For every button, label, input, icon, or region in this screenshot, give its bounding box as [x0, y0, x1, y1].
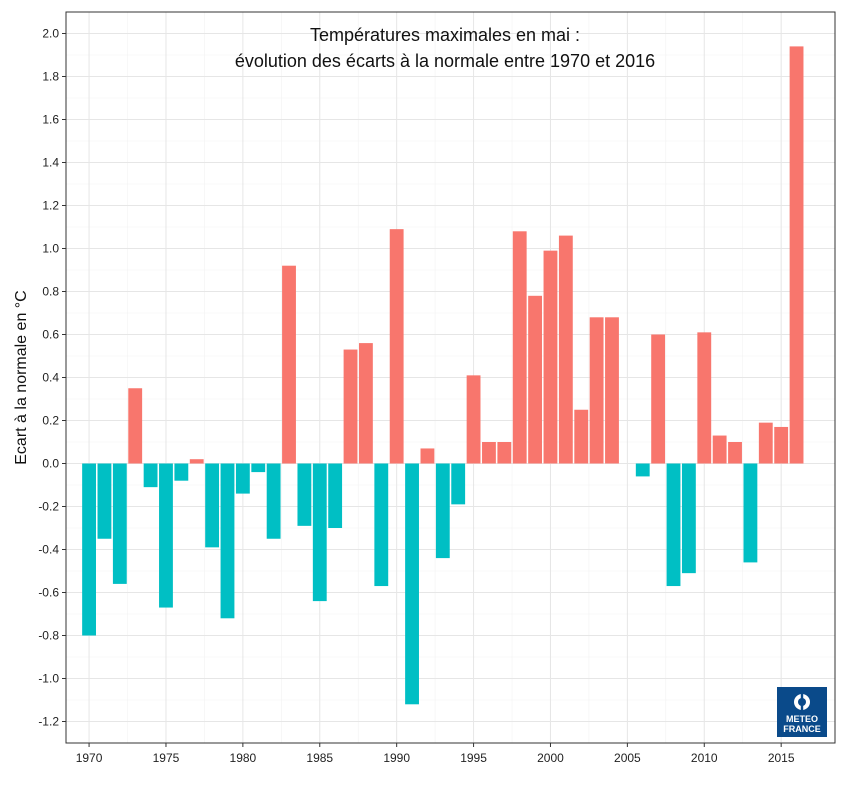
y-tick-label: 0.0	[42, 457, 59, 471]
bar-2016	[789, 46, 804, 464]
logo-text-line-2: FRANCE	[783, 724, 821, 734]
bar-1970	[82, 463, 96, 636]
bar-2001	[558, 235, 573, 464]
y-tick-label: 1.6	[42, 113, 59, 127]
bar-2002	[574, 409, 589, 464]
bar-2003	[589, 317, 604, 464]
x-tick-label: 2010	[691, 751, 718, 765]
bar-2007	[651, 334, 666, 464]
x-tick-label: 2000	[537, 751, 564, 765]
y-tick-label: 1.4	[42, 156, 59, 170]
bar-1974	[143, 463, 158, 488]
y-tick-label: -0.4	[38, 543, 59, 557]
bar-1980	[235, 463, 250, 494]
bar-1978	[205, 463, 220, 548]
bar-2009	[681, 463, 696, 574]
bar-2015	[774, 426, 789, 464]
bar-1998	[512, 231, 527, 464]
bar-1987	[343, 349, 358, 464]
bar-1981	[251, 463, 266, 473]
y-tick-label: -0.8	[38, 629, 59, 643]
y-tick-label: 0.8	[42, 285, 59, 299]
bar-2010	[697, 332, 712, 464]
bar-1976	[174, 463, 189, 481]
bar-1992	[420, 448, 435, 464]
y-tick-label: -1.2	[38, 715, 59, 729]
logo-text-line-1: METEO	[786, 714, 818, 724]
y-tick-label: 0.6	[42, 328, 59, 342]
bar-2013	[743, 463, 758, 563]
bar-2000	[543, 250, 558, 464]
bar-1994	[451, 463, 466, 505]
bar-2006	[635, 463, 650, 477]
y-tick-label: 2.0	[42, 27, 59, 41]
x-tick-label: 1980	[230, 751, 257, 765]
bar-1971	[97, 463, 112, 539]
bar-2004	[605, 317, 619, 464]
x-tick-label: 1970	[76, 751, 103, 765]
bar-2011	[712, 435, 727, 464]
bar-1984	[297, 463, 312, 526]
bar-1972	[112, 463, 127, 584]
x-tick-label: 1985	[306, 751, 333, 765]
chart-title: Températures maximales en mai : évolutio…	[235, 25, 655, 71]
bar-1996	[482, 442, 496, 464]
bar-1985	[312, 463, 327, 602]
bar-1973	[128, 388, 143, 464]
bar-1991	[405, 463, 419, 705]
bar-1979	[220, 463, 235, 619]
logo-emblem-icon	[794, 694, 810, 710]
y-tick-label: 1.8	[42, 70, 59, 84]
x-tick-label: 2015	[768, 751, 795, 765]
meteo-france-logo: METEO FRANCE	[777, 687, 827, 737]
chart-title-line-2: évolution des écarts à la normale entre …	[235, 51, 655, 71]
bar-1990	[389, 229, 404, 464]
bar-1988	[358, 343, 373, 464]
bar-1989	[374, 463, 389, 587]
x-tick-label: 1995	[460, 751, 487, 765]
bar-2014	[758, 422, 773, 464]
bar-1977	[189, 459, 204, 464]
y-tick-label: 1.0	[42, 242, 59, 256]
y-tick-label: -0.2	[38, 500, 59, 514]
x-tick-label: 1975	[153, 751, 180, 765]
bar-2008	[666, 463, 681, 587]
bar-1993	[435, 463, 450, 559]
bar-2012	[728, 442, 742, 464]
y-tick-label: -1.0	[38, 672, 59, 686]
bar-1983	[282, 265, 296, 464]
bar-1975	[159, 463, 173, 608]
bar-1986	[328, 463, 343, 528]
axes-group: -1.2 -1.0 -0.8 -0.6 -0.4 -0.2 0.0 0.2 0.4 0.6 0.8 1…	[38, 11, 836, 765]
bar-1995	[466, 375, 481, 464]
chart-title-line-1: Températures maximales en mai :	[310, 25, 580, 45]
y-tick-label: 0.2	[42, 414, 59, 428]
y-tick-label: 0.4	[42, 371, 59, 385]
x-tick-label: 1990	[383, 751, 410, 765]
bar-1999	[528, 295, 543, 464]
y-tick-label: 1.2	[42, 199, 59, 213]
y-axis-label: Ecart à la normale en °C	[13, 290, 30, 464]
bar-1982	[266, 463, 281, 539]
bars-group	[82, 46, 804, 705]
x-tick-label: 2005	[614, 751, 641, 765]
logo-emblem-bar	[800, 694, 804, 710]
y-tick-label: -0.6	[38, 586, 59, 600]
bar-1997	[497, 442, 512, 464]
